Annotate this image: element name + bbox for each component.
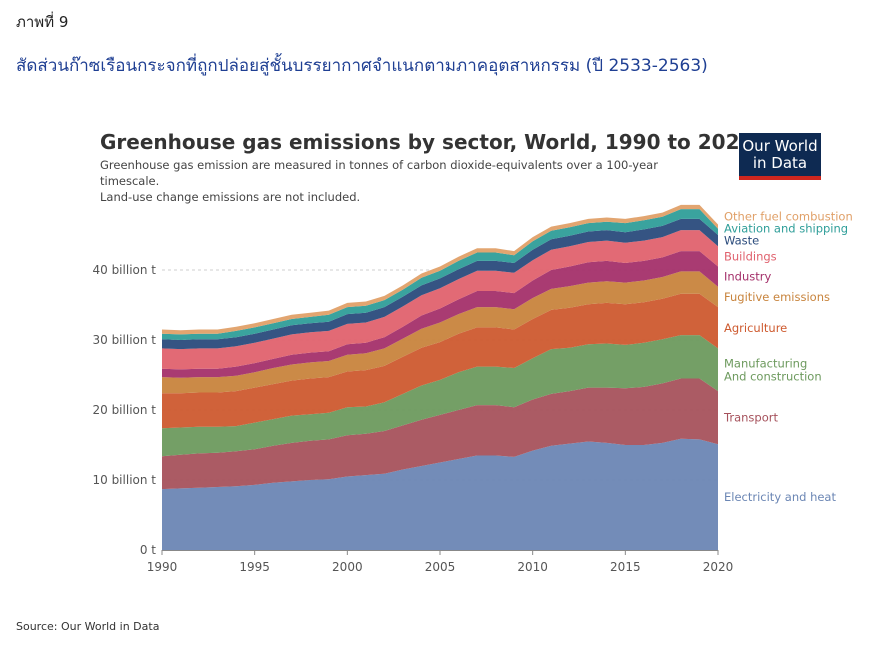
area-agriculture [162, 293, 718, 429]
x-tick-label: 2005 [425, 560, 456, 574]
legend-label-line: Waste [724, 234, 759, 248]
legend-label: Fugitive emissions [724, 290, 830, 304]
area-series [162, 204, 718, 550]
x-tick-label: 2010 [517, 560, 548, 574]
legend-label-line: Industry [724, 270, 771, 284]
figure-label: ภาพที่ 9 [16, 13, 69, 31]
y-tick-label: 30 billion t [92, 333, 156, 347]
legend-label: Transport [723, 411, 778, 425]
legend-label: Other fuel combustion [724, 210, 853, 224]
legend-label-line: Agriculture [724, 321, 787, 335]
chart-subtitle-line-1: Greenhouse gas emission are measured in … [100, 158, 658, 188]
legend-label: Buildings [724, 249, 777, 263]
logo-line-2: in Data [752, 154, 808, 172]
figure-title: สัดส่วนก๊าซเรือนกระจกที่ถูกปล่อยสู่ชั้นบ… [16, 56, 708, 76]
chart-title: Greenhouse gas emissions by sector, Worl… [100, 130, 754, 154]
area-manufacturing-and-construction [162, 335, 718, 457]
legend-label: Industry [724, 270, 771, 284]
legend-label-line: Manufacturing [724, 356, 807, 370]
legend-label: Electricity and heat [724, 490, 836, 504]
owid-logo[interactable]: Our World in Data [739, 133, 821, 180]
x-tick-label: 2015 [610, 560, 641, 574]
legend-label-line: Electricity and heat [724, 490, 836, 504]
legend-label: Agriculture [724, 321, 787, 335]
legend-label-line: Aviation and shipping [724, 222, 848, 236]
axes: 0 t 10 billion t 20 billion t 30 billion t 4… [92, 263, 733, 574]
area-waste [162, 218, 718, 350]
source-note: Source: Our World in Data [16, 620, 160, 633]
legend-label-line: Buildings [724, 249, 777, 263]
area-aviation-and-shipping [162, 209, 718, 340]
area-transport [162, 378, 718, 490]
legend-label-line: Fugitive emissions [724, 290, 830, 304]
area-other-fuel-combustion [162, 204, 718, 335]
area-electricity-and-heat [162, 438, 718, 550]
y-tick-label: 10 billion t [92, 473, 156, 487]
area-buildings [162, 230, 718, 370]
legend-label: Aviation and shipping [724, 222, 848, 236]
area-industry [162, 251, 718, 378]
legend-label-line: Other fuel combustion [724, 210, 853, 224]
x-tick-label: 2020 [703, 560, 734, 574]
logo-line-1: Our World [742, 137, 818, 155]
area-fugitive-emissions [162, 271, 718, 394]
legend-label: Waste [724, 234, 759, 248]
y-tick-label: 40 billion t [92, 263, 156, 277]
chart-subtitle: Greenhouse gas emission are measured in … [100, 157, 720, 205]
x-tick-label: 2000 [332, 560, 363, 574]
legend: Electricity and heat Transport Manufacturi… [723, 210, 853, 505]
legend-label-line: Transport [723, 411, 778, 425]
legend-label-line: And construction [724, 369, 822, 383]
y-tick-label: 0 t [140, 543, 156, 557]
x-tick-label: 1995 [239, 560, 270, 574]
chart-subtitle-line-2: Land-use change emissions are not includ… [100, 190, 361, 204]
legend-label: Manufacturing And construction [724, 356, 822, 383]
y-tick-label: 20 billion t [92, 403, 156, 417]
x-tick-label: 1990 [147, 560, 178, 574]
